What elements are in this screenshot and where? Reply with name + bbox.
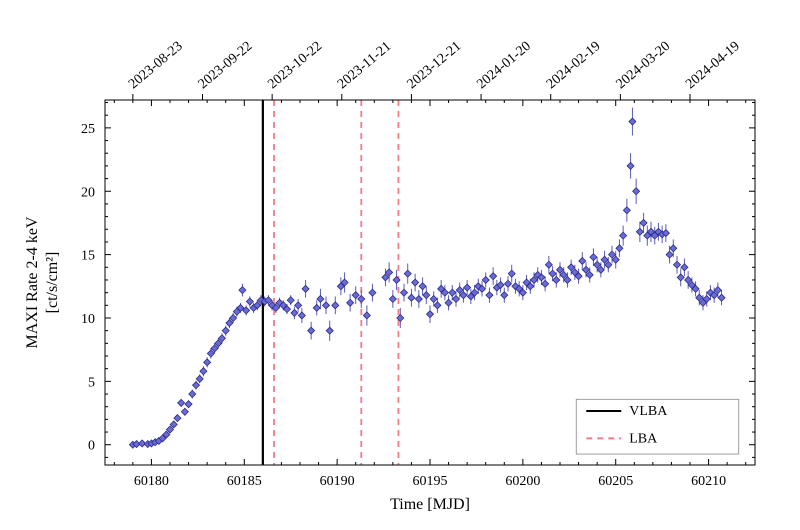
x-tick-label: 60180 [134, 474, 169, 489]
chart-container: 60180 60185 60190 60195 60200 60205 60210 Time … [0, 0, 800, 530]
top-date-label-group: 2023-11-21 [335, 39, 394, 92]
top-date-label: 2023-10-22 [265, 39, 325, 92]
x-tick-label: 60210 [691, 474, 726, 489]
y-tick-label: 5 [88, 375, 95, 390]
y-tick-label: 0 [88, 439, 95, 454]
top-date-label: 2023-12-21 [405, 39, 465, 92]
top-date-label-group: 2024-03-20 [614, 39, 674, 92]
top-date-label-group: 2023-10-22 [265, 39, 325, 92]
top-date-label-group: 2024-04-19 [683, 39, 743, 92]
y-axis-label-line2: [ct/s/cm²] [44, 252, 61, 314]
x-tick-label: 60205 [598, 474, 633, 489]
top-date-label-group: 2024-01-20 [474, 39, 534, 92]
top-date-label-group: 2024-02-19 [544, 39, 604, 92]
y-axis-label-group: MAXI Rate 2-4 keV[ct/s/cm²] [24, 216, 61, 348]
x-tick-label: 60185 [227, 474, 262, 489]
top-date-label-group: 2023-09-22 [196, 39, 256, 92]
y-axis-label-line1: MAXI Rate 2-4 keV [24, 216, 41, 348]
chart-svg: 60180 60185 60190 60195 60200 60205 60210 Time … [0, 0, 800, 530]
y-tick-label: 25 [81, 122, 95, 137]
top-date-label: 2023-08-23 [126, 39, 186, 92]
x-tick-label: 60200 [505, 474, 540, 489]
top-date-label: 2024-01-20 [474, 39, 534, 92]
top-date-label: 2024-04-19 [683, 39, 743, 92]
x-axis-label: Time [MJD] [390, 496, 470, 513]
legend-label: LBA [629, 431, 658, 446]
y-tick-label: 20 [81, 185, 95, 200]
top-date-axis: 2023-08-232023-09-222023-10-222023-11-21… [126, 39, 743, 100]
legend: VLBA LBA [576, 399, 739, 454]
y-tick-label: 10 [81, 312, 95, 327]
x-tick-label: 60195 [413, 474, 448, 489]
top-date-label-group: 2023-12-21 [405, 39, 465, 92]
top-date-label-group: 2023-08-23 [126, 39, 186, 92]
top-date-label: 2024-02-19 [544, 39, 604, 92]
legend-label: VLBA [629, 404, 668, 419]
top-date-label: 2023-09-22 [196, 39, 256, 92]
top-date-label: 2023-11-21 [335, 39, 394, 92]
y-tick-label: 15 [81, 249, 95, 264]
x-tick-label: 60190 [320, 474, 355, 489]
top-date-label: 2024-03-20 [614, 39, 674, 92]
